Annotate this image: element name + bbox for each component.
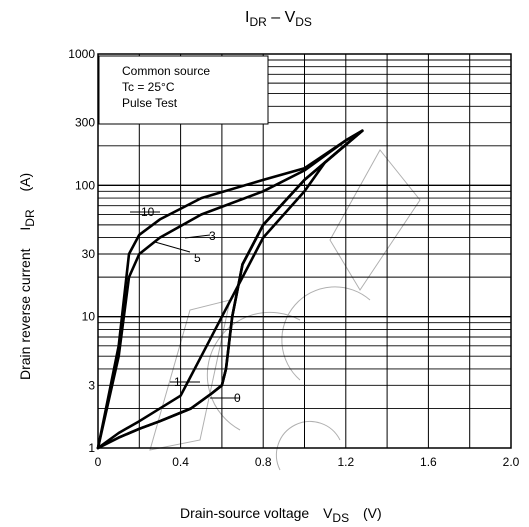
curve-label-10: 10 <box>141 205 155 219</box>
series-line-5 <box>96 129 364 450</box>
x-tick-label: 0.4 <box>172 455 189 469</box>
y-axis-label-text: Drain reverse current <box>17 248 33 380</box>
conditions-box: Common source Tc = 25°C Pulse Test <box>98 55 269 125</box>
title-subscript-2: DS <box>295 15 312 29</box>
series-line-1 <box>96 129 364 450</box>
curve-label-1: 1 <box>174 375 181 389</box>
y-axis-label: Drain reverse current IDR (A) <box>17 173 37 380</box>
x-tick-label: 1.2 <box>337 455 354 469</box>
curve-labels: 10 3 5 1 0 <box>130 205 241 405</box>
x-tick-label: 2.0 <box>503 455 520 469</box>
y-axis-label-subscript: DR <box>23 209 37 227</box>
grid <box>97 53 512 449</box>
curve-label-0: 0 <box>234 391 241 405</box>
condition-line-3: Pulse Test <box>122 96 178 110</box>
series-line-0 <box>96 129 364 450</box>
y-axis-label-symbol: I <box>17 227 33 231</box>
y-tick-label: 10 <box>82 310 96 324</box>
y-tick-label: 300 <box>75 116 95 130</box>
title-symbol: I <box>245 9 249 26</box>
x-axis-label-subscript: DS <box>332 511 349 525</box>
condition-line-2: Tc = 25°C <box>122 80 175 94</box>
chart-title: IDR – VDS <box>245 9 312 29</box>
y-tick-label: 100 <box>75 178 95 192</box>
y-tick-label: 30 <box>82 247 96 261</box>
title-subscript-1: DR <box>249 15 267 29</box>
y-tick-label: 1 <box>88 441 95 455</box>
title-mid: – V <box>267 9 296 26</box>
x-axis-label-unit: (V) <box>363 505 382 521</box>
x-tick-label: 0 <box>95 455 102 469</box>
series-group <box>96 129 364 450</box>
y-tick-label: 3 <box>88 378 95 392</box>
series-line-3 <box>96 129 364 450</box>
curve-label-3: 3 <box>209 229 216 243</box>
x-axis-label: Drain-source voltage VDS (V) <box>180 505 382 525</box>
y-axis-label-unit: (A) <box>17 173 33 192</box>
x-tick-label: 0.8 <box>255 455 272 469</box>
curve-label-5: 5 <box>194 251 201 265</box>
x-tick-label: 1.6 <box>420 455 437 469</box>
x-axis-label-text: Drain-source voltage <box>180 505 309 521</box>
y-axis-ticks: 1 3 10 30 100 300 1000 <box>68 47 95 455</box>
x-axis-label-symbol: V <box>323 505 333 521</box>
y-tick-label: 1000 <box>68 47 95 61</box>
series-line-10 <box>96 129 364 450</box>
plot-frame <box>97 53 512 449</box>
condition-line-1: Common source <box>122 64 210 78</box>
x-axis-ticks: 0 0.4 0.8 1.2 1.6 2.0 <box>95 455 520 469</box>
